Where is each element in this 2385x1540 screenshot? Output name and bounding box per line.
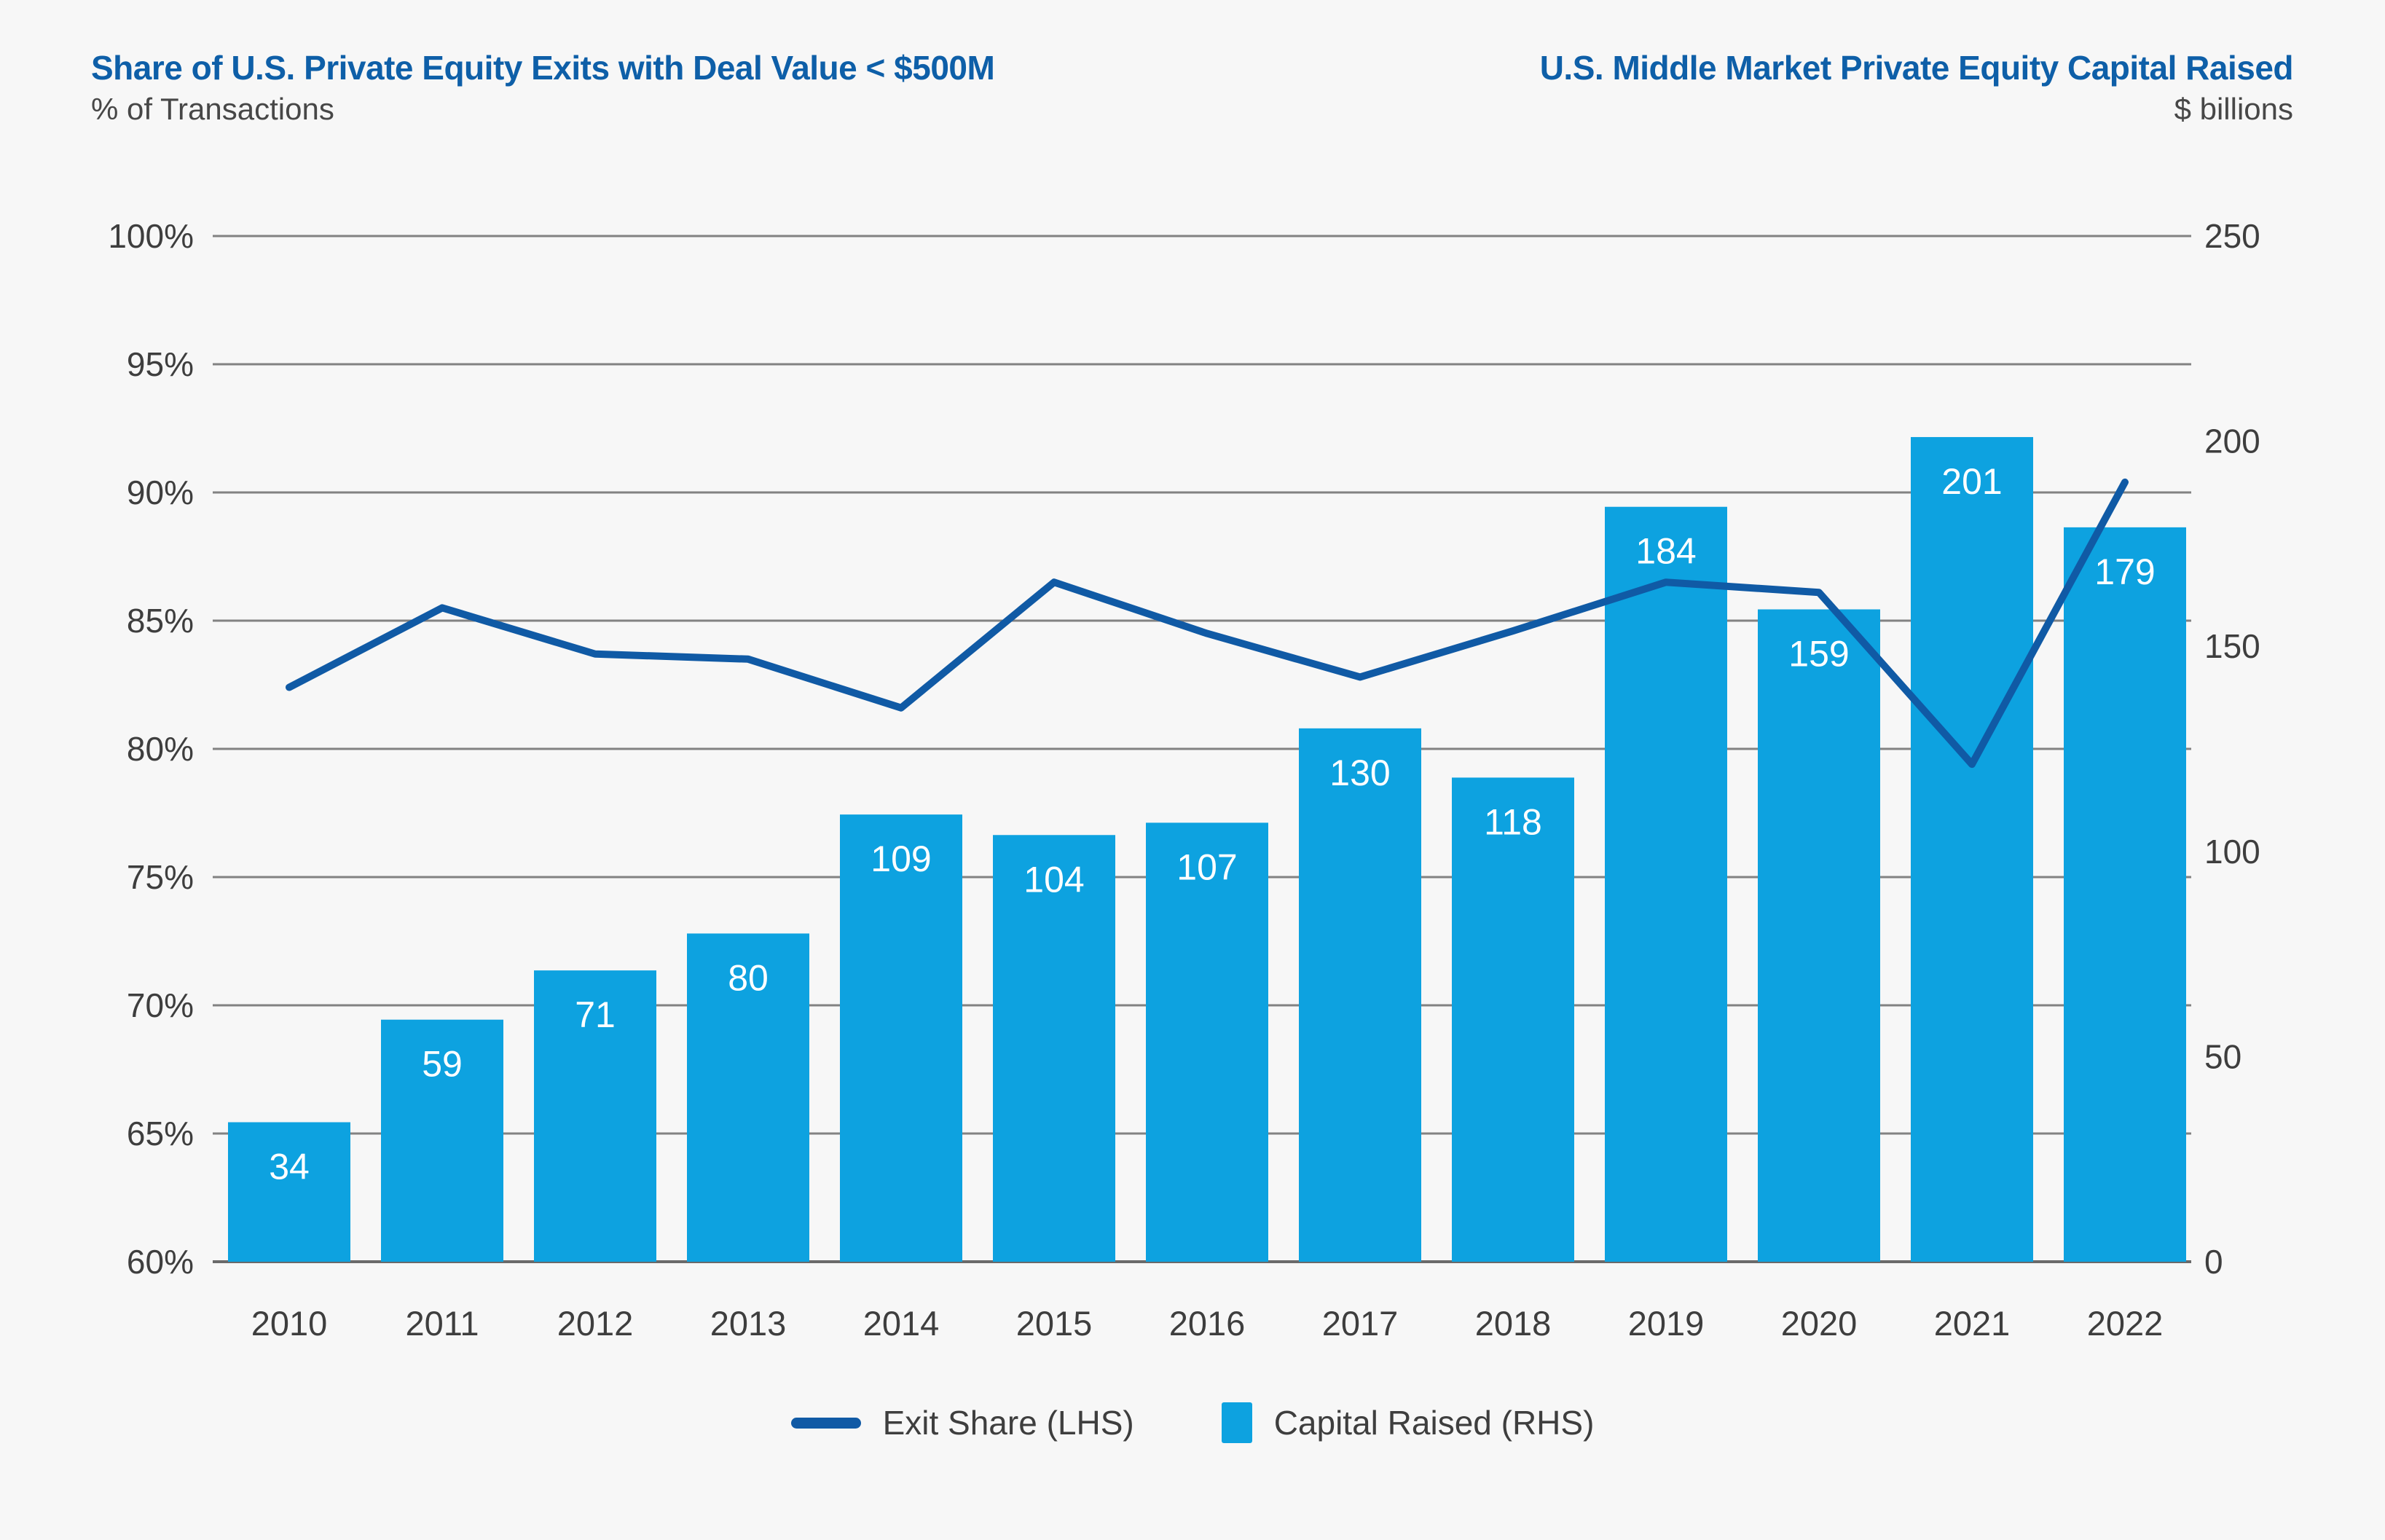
bar-2011 bbox=[381, 1019, 503, 1262]
right-axis-label-50: 50 bbox=[2204, 1037, 2241, 1075]
x-label-2021: 2021 bbox=[1934, 1304, 2011, 1343]
right-axis-label-200: 200 bbox=[2204, 423, 2260, 460]
x-label-2017: 2017 bbox=[1322, 1304, 1399, 1343]
left-axis-label-60: 60% bbox=[127, 1243, 194, 1281]
x-label-2022: 2022 bbox=[2087, 1304, 2164, 1343]
bar-2013 bbox=[687, 933, 809, 1262]
chart-legend: Exit Share (LHS) Capital Raised (RHS) bbox=[0, 1402, 2385, 1443]
bar-2018 bbox=[1452, 777, 1574, 1262]
legend-item-capital-raised: Capital Raised (RHS) bbox=[1221, 1402, 1595, 1443]
left-axis-label-95: 95% bbox=[127, 345, 194, 383]
legend-label-capital-raised: Capital Raised (RHS) bbox=[1273, 1404, 1595, 1442]
bar-label-2021: 201 bbox=[1941, 461, 2002, 502]
capital-raised-square-swatch-icon bbox=[1221, 1402, 1252, 1443]
bar-2015 bbox=[993, 835, 1115, 1262]
right-axis-label-100: 100 bbox=[2204, 833, 2260, 871]
left-axis-title: % of Transactions bbox=[91, 92, 334, 126]
x-label-2015: 2015 bbox=[1016, 1304, 1093, 1343]
bar-2019 bbox=[1605, 506, 1727, 1262]
bar-label-2019: 184 bbox=[1635, 531, 1696, 572]
right-axis-title: $ billions bbox=[2174, 92, 2293, 126]
x-label-2013: 2013 bbox=[710, 1304, 787, 1343]
x-label-2016: 2016 bbox=[1169, 1304, 1246, 1343]
bar-2021 bbox=[1911, 436, 2033, 1262]
x-label-2019: 2019 bbox=[1628, 1304, 1705, 1343]
bar-label-2017: 130 bbox=[1329, 753, 1390, 793]
bar-2014 bbox=[840, 814, 962, 1262]
bar-label-2012: 71 bbox=[575, 994, 616, 1035]
bar-2017 bbox=[1299, 728, 1421, 1262]
left-axis-label-85: 85% bbox=[127, 602, 194, 640]
right-header: U.S. Middle Market Private Equity Capita… bbox=[1539, 47, 2294, 130]
bar-2020 bbox=[1758, 609, 1880, 1262]
right-axis-label-150: 150 bbox=[2204, 627, 2260, 665]
bar-label-2011: 59 bbox=[422, 1044, 463, 1085]
bar-label-2018: 118 bbox=[1484, 801, 1542, 842]
bar-2022 bbox=[2064, 527, 2186, 1262]
bar-label-2014: 109 bbox=[871, 838, 931, 879]
left-axis-label-80: 80% bbox=[127, 730, 194, 768]
legend-item-exit-share: Exit Share (LHS) bbox=[790, 1403, 1134, 1442]
right-chart-title: U.S. Middle Market Private Equity Capita… bbox=[1539, 49, 2294, 87]
bar-2010 bbox=[228, 1122, 350, 1262]
right-axis-label-0: 0 bbox=[2204, 1243, 2223, 1281]
exit-share-line-swatch-icon bbox=[790, 1417, 861, 1429]
bar-2012 bbox=[534, 970, 656, 1262]
left-chart-title: Share of U.S. Private Equity Exits with … bbox=[91, 49, 995, 87]
legend-label-exit-share: Exit Share (LHS) bbox=[882, 1404, 1134, 1442]
x-label-2014: 2014 bbox=[863, 1304, 940, 1343]
x-label-2018: 2018 bbox=[1475, 1304, 1552, 1343]
left-axis-label-65: 65% bbox=[127, 1115, 194, 1152]
right-axis-label-250: 250 bbox=[2204, 217, 2260, 255]
bar-label-2010: 34 bbox=[269, 1147, 310, 1187]
x-label-2020: 2020 bbox=[1781, 1304, 1858, 1343]
bar-label-2013: 80 bbox=[728, 957, 769, 998]
bar-2016 bbox=[1146, 822, 1268, 1262]
bar-label-2015: 104 bbox=[1023, 859, 1084, 900]
left-axis-label-90: 90% bbox=[127, 474, 194, 511]
x-label-2010: 2010 bbox=[251, 1304, 328, 1343]
bar-label-2020: 159 bbox=[1788, 634, 1849, 675]
left-axis-label-100: 100% bbox=[108, 217, 194, 255]
exit-share-line bbox=[286, 478, 2129, 769]
x-label-2012: 2012 bbox=[557, 1304, 634, 1343]
bar-label-2016: 107 bbox=[1176, 846, 1237, 887]
left-axis-label-75: 75% bbox=[127, 858, 194, 896]
bar-label-2022: 179 bbox=[2094, 551, 2155, 592]
left-header: Share of U.S. Private Equity Exits with … bbox=[91, 47, 995, 130]
left-axis-label-70: 70% bbox=[127, 986, 194, 1024]
x-label-2011: 2011 bbox=[405, 1304, 479, 1343]
